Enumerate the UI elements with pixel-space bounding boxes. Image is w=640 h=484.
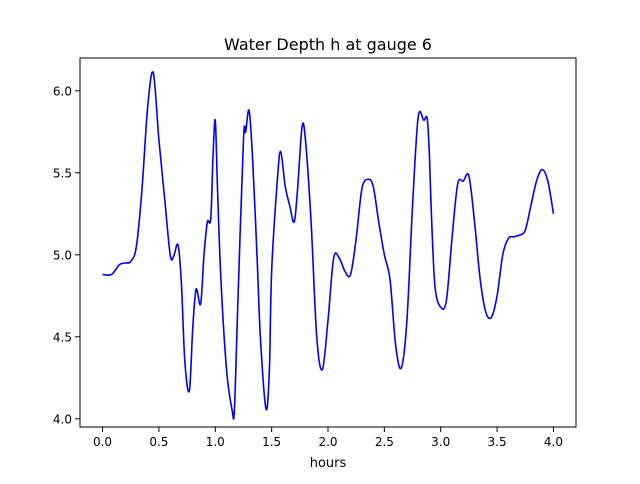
y-axis-ticks: 4.0 4.5 5.0 5.5 6.0: [53, 84, 80, 426]
x-axis-ticks: 0.0 0.5 1.0 1.5 2.0 2.5 3.0 3.5 4.0: [93, 427, 563, 449]
plot-content: [102, 71, 555, 420]
x-tick-label: 0.0: [93, 435, 112, 449]
y-tick-label: 5.0: [53, 248, 72, 262]
y-tick-label: 4.5: [53, 330, 72, 344]
x-tick-label: 4.0: [544, 435, 563, 449]
x-tick-label: 3.5: [488, 435, 507, 449]
series-line-0: [102, 71, 555, 420]
x-tick-label: 3.0: [431, 435, 450, 449]
y-tick-label: 6.0: [53, 84, 72, 98]
chart-title: Water Depth h at gauge 6: [224, 35, 432, 54]
x-axis-label: hours: [310, 456, 347, 471]
y-tick-label: 5.5: [53, 166, 72, 180]
x-tick-label: 1.5: [262, 435, 281, 449]
x-tick-label: 1.0: [206, 435, 225, 449]
x-tick-label: 2.0: [318, 435, 337, 449]
x-tick-label: 0.5: [149, 435, 168, 449]
x-tick-label: 2.5: [375, 435, 394, 449]
y-tick-label: 4.0: [53, 412, 72, 426]
